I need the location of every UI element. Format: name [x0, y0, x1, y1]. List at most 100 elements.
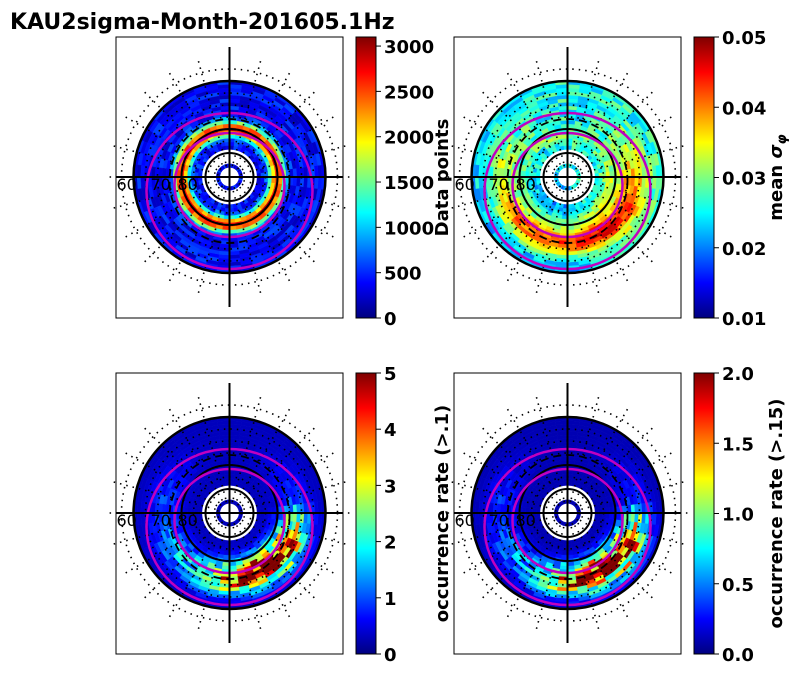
colorbar-tick-label: 0.01 [722, 309, 766, 330]
heatmap-cell [616, 176, 621, 185]
lat-label: 80 [516, 175, 536, 194]
colorbar-tick-label: 0.03 [722, 169, 766, 190]
mlt-gridline [113, 179, 216, 209]
heatmap-cell [229, 459, 237, 465]
mlt-gridline [241, 116, 334, 171]
colorbar-label: occurrence rate (>.15) [766, 399, 787, 629]
colorbar-tick-label: 0.5 [722, 575, 754, 596]
mlt-gridline [144, 91, 220, 168]
mlt-gridline [232, 60, 262, 164]
colorbar-tick-label: 2 [384, 533, 397, 554]
heatmap-cell [560, 123, 568, 129]
colorbar-tick-label: 1.5 [722, 434, 754, 455]
mlt-gridline [168, 189, 223, 282]
heatmap-cell [229, 229, 238, 234]
lat-label: 70 [151, 175, 171, 194]
panel-top-right: 60 70 80 0.01 0.02 0.03 0.04 0.05 mean σφ [447, 28, 790, 330]
heatmap-cell [560, 225, 568, 231]
mlt-gridline [197, 190, 227, 294]
colorbar [355, 372, 377, 655]
mlt-gridline [241, 183, 334, 238]
mlt-gridline [239, 91, 315, 168]
colorbar-tick-label: 1500 [384, 173, 434, 194]
lat-label: 60 [117, 175, 137, 194]
heatmap-cell [222, 123, 230, 129]
heatmap-cell [560, 459, 568, 465]
lat-label: 60 [455, 511, 475, 530]
heatmap-cell [229, 565, 238, 570]
heatmap-cell [221, 565, 230, 570]
lat-label: 80 [178, 175, 198, 194]
colorbar-tick-label: 1000 [384, 218, 434, 239]
heatmap-cell [559, 229, 568, 234]
colorbar-tick-label: 3 [384, 476, 397, 497]
heatmap-cell [229, 225, 237, 231]
panel-bottom-left: 60 70 80 0 1 2 3 4 5 occurrence rate (>.1) [109, 364, 453, 666]
colorbar [693, 372, 715, 655]
mlt-gridline [232, 190, 262, 294]
colorbar [355, 36, 377, 319]
mlt-gridline [144, 186, 220, 263]
heatmap-cell [229, 123, 237, 129]
colorbar-tick-label: 0 [384, 645, 397, 666]
heatmap-cell [616, 512, 621, 521]
heatmap-cell [222, 225, 230, 231]
heatmap-cell [221, 456, 230, 461]
heatmap-cell [229, 561, 237, 567]
heatmap-cell [560, 561, 568, 567]
heatmap-cell [278, 176, 283, 185]
mlt-gridline [239, 186, 315, 263]
colorbar-label: Data points [432, 119, 453, 237]
lat-label: 70 [489, 511, 509, 530]
heatmap-cell [567, 120, 576, 125]
heatmap-cell [222, 459, 230, 465]
colorbar-tick-label: 2000 [384, 128, 434, 149]
colorbar-tick-label: 2.0 [722, 364, 754, 385]
heatmap-cell [559, 456, 568, 461]
heatmap-cell [229, 120, 238, 125]
lat-label: 80 [516, 511, 536, 530]
lat-label: 60 [455, 175, 475, 194]
colorbar-tick-label: 3000 [384, 37, 434, 58]
mlt-gridline [125, 116, 218, 171]
lat-label: 60 [117, 511, 137, 530]
colorbar [693, 36, 715, 319]
heatmap-cell [567, 225, 575, 231]
heatmap-cell [567, 456, 576, 461]
heatmap-cell [567, 561, 575, 567]
lat-label: 80 [178, 511, 198, 530]
colorbar-tick-label: 1.0 [722, 505, 754, 526]
mlt-gridline [236, 189, 291, 282]
colorbar-tick-label: 4 [384, 420, 397, 441]
lat-label: 70 [489, 175, 509, 194]
lat-label: 70 [151, 511, 171, 530]
heatmap-cell [567, 565, 576, 570]
heatmap-cell [567, 459, 575, 465]
heatmap-cell [559, 565, 568, 570]
colorbar-tick-label: 0 [384, 309, 397, 330]
mlt-gridline [197, 60, 227, 164]
panel-bottom-right: 60 70 80 0.0 0.5 1.0 1.5 2.0 occurrence rate (>.… [447, 364, 787, 666]
colorbar-tick-label: 0.05 [722, 28, 766, 49]
mlt-gridline [113, 145, 216, 175]
heatmap-cell [278, 512, 283, 521]
heatmap-cell [229, 456, 238, 461]
heatmap-cell [221, 120, 230, 125]
figure-title: KAU2sigma-Month-201605.1Hz [10, 10, 395, 35]
colorbar-tick-label: 1 [384, 589, 397, 610]
heatmap-cell [221, 229, 230, 234]
colorbar-tick-label: 500 [384, 264, 422, 285]
mlt-gridline [125, 183, 218, 238]
heatmap-cells [471, 81, 664, 273]
mlt-gridline [243, 145, 346, 175]
heatmap-cell [222, 561, 230, 567]
heatmap-cell [567, 123, 575, 129]
heatmap-cell [567, 229, 576, 234]
colorbar-tick-label: 0.04 [722, 98, 766, 119]
colorbar-tick-label: 2500 [384, 82, 434, 103]
heatmap-cell [559, 120, 568, 125]
colorbar-label: occurrence rate (>.1) [432, 405, 453, 622]
colorbar-label: mean σφ [766, 134, 790, 220]
panel-top-left: 60 70 80 0 500 1000 1500 2000 2500 3000 Data point… [109, 36, 453, 330]
